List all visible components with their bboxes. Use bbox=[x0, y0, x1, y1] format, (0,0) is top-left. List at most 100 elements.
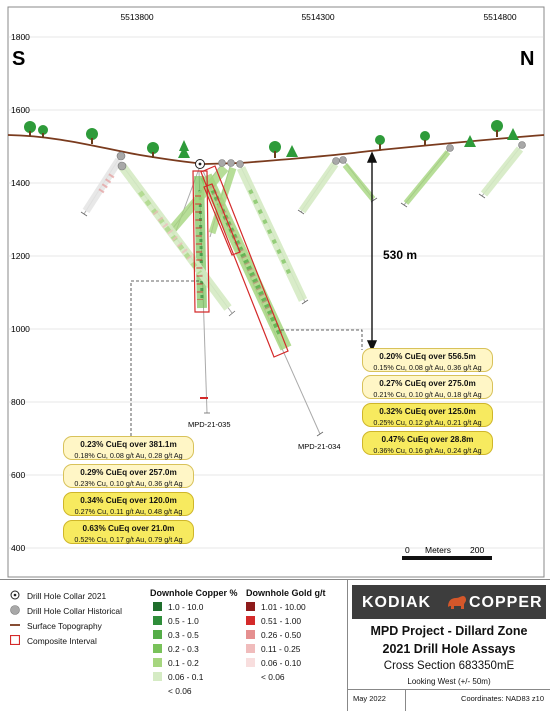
title-block: KODIAK COPPER MPD Project - Dillard Zone… bbox=[347, 580, 550, 711]
gold-legend-label: < 0.06 bbox=[261, 672, 285, 682]
gold-legend-item: 0.11 - 0.25 bbox=[246, 644, 300, 654]
composite-intervals bbox=[192, 165, 289, 358]
assay-right-sub: 0.36% Cu, 0.16 g/t Au, 0.24 g/t Ag bbox=[373, 446, 482, 455]
y-tick-1400: 1400 bbox=[11, 178, 30, 188]
assay-callout-left: 0.34% CuEq over 120.0m 0.27% Cu, 0.11 g/… bbox=[63, 492, 194, 516]
copper-legend-label: 0.1 - 0.2 bbox=[168, 658, 199, 668]
kodiak-copper-logo: KODIAK COPPER bbox=[352, 585, 546, 619]
assay-right-sub: 0.25% Cu, 0.12 g/t Au, 0.21 g/t Ag bbox=[373, 418, 482, 427]
copper-swatch bbox=[153, 644, 162, 653]
north-label: N bbox=[520, 48, 534, 70]
y-tick-1800: 1800 bbox=[11, 32, 30, 42]
legend-topography: Surface Topography bbox=[10, 620, 102, 631]
y-tick-1000: 1000 bbox=[11, 324, 30, 334]
assay-callout-right: 0.32% CuEq over 125.0m 0.25% Cu, 0.12 g/… bbox=[362, 403, 493, 427]
assay-right-sub: 0.21% Cu, 0.10 g/t Au, 0.18 g/t Ag bbox=[373, 390, 482, 399]
gold-legend-label: 0.26 - 0.50 bbox=[261, 630, 302, 640]
gold-legend-label: 0.51 - 1.00 bbox=[261, 616, 302, 626]
assay-left-main: 0.34% CuEq over 120.0m bbox=[80, 496, 177, 505]
copper-legend-label: < 0.06 bbox=[168, 686, 192, 696]
assay-right-main: 0.47% CuEq over 28.8m bbox=[381, 435, 474, 444]
view-direction: Looking West (+/- 50m) bbox=[407, 677, 491, 686]
scale-unit: Meters bbox=[425, 545, 451, 555]
y-tick-600: 600 bbox=[11, 470, 25, 480]
y-tick-1600: 1600 bbox=[11, 105, 30, 115]
gold-legend-label: 1.01 - 10.00 bbox=[261, 602, 306, 612]
y-tick-400: 400 bbox=[11, 543, 25, 553]
gold-legend-item: 0.26 - 0.50 bbox=[246, 630, 301, 640]
assay-right-main: 0.27% CuEq over 275.0m bbox=[379, 379, 476, 388]
grid bbox=[8, 36, 544, 549]
collar-2021-icon bbox=[10, 590, 20, 600]
assay-left-main: 0.29% CuEq over 257.0m bbox=[80, 468, 177, 477]
gold-legend-label: 0.06 - 0.10 bbox=[261, 658, 302, 668]
assay-left-main: 0.23% CuEq over 381.1m bbox=[80, 440, 177, 449]
gold-swatch bbox=[246, 630, 255, 639]
gold-swatch bbox=[246, 602, 255, 611]
surface-topography bbox=[7, 134, 545, 165]
y-tick-1200: 1200 bbox=[11, 251, 30, 261]
scale-zero: 0 bbox=[405, 545, 410, 555]
hole-label-mpd-21-035: MPD-21-035 bbox=[188, 420, 231, 429]
gold-legend-item: < 0.06 bbox=[261, 672, 285, 682]
subtitle: 2021 Drill Hole Assays bbox=[382, 642, 516, 656]
legend-composite: Composite Interval bbox=[9, 634, 97, 646]
copper-legend-item: 0.5 - 1.0 bbox=[153, 616, 199, 626]
gold-swatch bbox=[246, 616, 255, 625]
logo-text-copper: COPPER bbox=[469, 594, 543, 611]
gold-legend-title: Downhole Gold g/t bbox=[246, 588, 326, 598]
assay-callout-left: 0.63% CuEq over 21.0m 0.52% Cu, 0.17 g/t… bbox=[63, 520, 194, 544]
assay-left-sub: 0.23% Cu, 0.10 g/t Au, 0.36 g/t Ag bbox=[74, 479, 183, 488]
gold-swatch bbox=[246, 644, 255, 653]
hole-label-mpd-21-034: MPD-21-034 bbox=[298, 442, 341, 451]
copper-assay-bands bbox=[82, 146, 524, 351]
assay-left-sub: 0.27% Cu, 0.11 g/t Au, 0.48 g/t Ag bbox=[74, 507, 183, 516]
copper-swatch bbox=[153, 602, 162, 611]
title-divider bbox=[348, 689, 550, 690]
cross-section-plot: 5513800 5514300 5514800 1800 1600 1400 1… bbox=[7, 6, 545, 578]
scale-max: 200 bbox=[470, 545, 484, 555]
copper-legend-title: Downhole Copper % bbox=[150, 588, 238, 598]
legend-collar-2021: Drill Hole Collar 2021 bbox=[10, 590, 106, 601]
copper-legend-item: 0.06 - 0.1 bbox=[153, 672, 203, 682]
logo-text-kodiak: KODIAK bbox=[362, 594, 432, 611]
copper-legend-label: 0.2 - 0.3 bbox=[168, 644, 199, 654]
copper-swatch bbox=[153, 630, 162, 639]
title-divider-vertical bbox=[405, 690, 406, 711]
gold-legend-item: 1.01 - 10.00 bbox=[246, 602, 306, 612]
legend-area: Drill Hole Collar 2021 Drill Hole Collar… bbox=[0, 579, 550, 713]
callout-leaders bbox=[130, 280, 363, 440]
legend-topography-label: Surface Topography bbox=[27, 621, 102, 631]
copper-legend-label: 0.3 - 0.5 bbox=[168, 630, 199, 640]
copper-legend-item: < 0.06 bbox=[168, 686, 192, 696]
assay-right-main: 0.20% CuEq over 556.5m bbox=[379, 352, 476, 361]
assay-left-main: 0.63% CuEq over 21.0m bbox=[82, 524, 175, 533]
assay-callout-left: 0.29% CuEq over 257.0m 0.23% Cu, 0.10 g/… bbox=[63, 464, 194, 488]
legend-collar-historical: Drill Hole Collar Historical bbox=[10, 605, 122, 616]
assay-left-sub: 0.18% Cu, 0.08 g/t Au, 0.28 g/t Ag bbox=[74, 451, 183, 460]
coordinates-label: Coordinates: NAD83 z10 bbox=[461, 694, 544, 703]
legend-collar-2021-label: Drill Hole Collar 2021 bbox=[27, 591, 107, 601]
topography-line-icon bbox=[10, 624, 20, 626]
project-title: MPD Project - Dillard Zone bbox=[370, 624, 528, 638]
copper-swatch bbox=[153, 658, 162, 667]
bear-icon bbox=[448, 596, 466, 609]
scale-bar bbox=[402, 556, 492, 560]
composite-box-icon bbox=[9, 634, 21, 646]
copper-legend-label: 1.0 - 10.0 bbox=[168, 602, 204, 612]
gold-legend-item: 0.06 - 0.10 bbox=[246, 658, 301, 668]
copper-legend-label: 0.06 - 0.1 bbox=[168, 672, 204, 682]
assay-callout-right: 0.20% CuEq over 556.5m 0.15% Cu, 0.08 g/… bbox=[362, 348, 493, 372]
depth-label: 530 m bbox=[383, 248, 417, 262]
gold-swatch bbox=[246, 658, 255, 667]
collar-2021 bbox=[195, 159, 205, 169]
gold-assay-bands bbox=[97, 173, 275, 399]
x-tick-5514300: 5514300 bbox=[301, 12, 334, 22]
copper-swatch bbox=[153, 672, 162, 681]
tree-icons bbox=[24, 120, 519, 158]
copper-legend-item: 0.3 - 0.5 bbox=[153, 630, 199, 640]
x-tick-5514800: 5514800 bbox=[483, 12, 516, 22]
gold-legend-item: 0.51 - 1.00 bbox=[246, 616, 301, 626]
assay-callout-right: 0.47% CuEq over 28.8m 0.36% Cu, 0.16 g/t… bbox=[362, 431, 493, 455]
copper-legend-item: 0.1 - 0.2 bbox=[153, 658, 199, 668]
